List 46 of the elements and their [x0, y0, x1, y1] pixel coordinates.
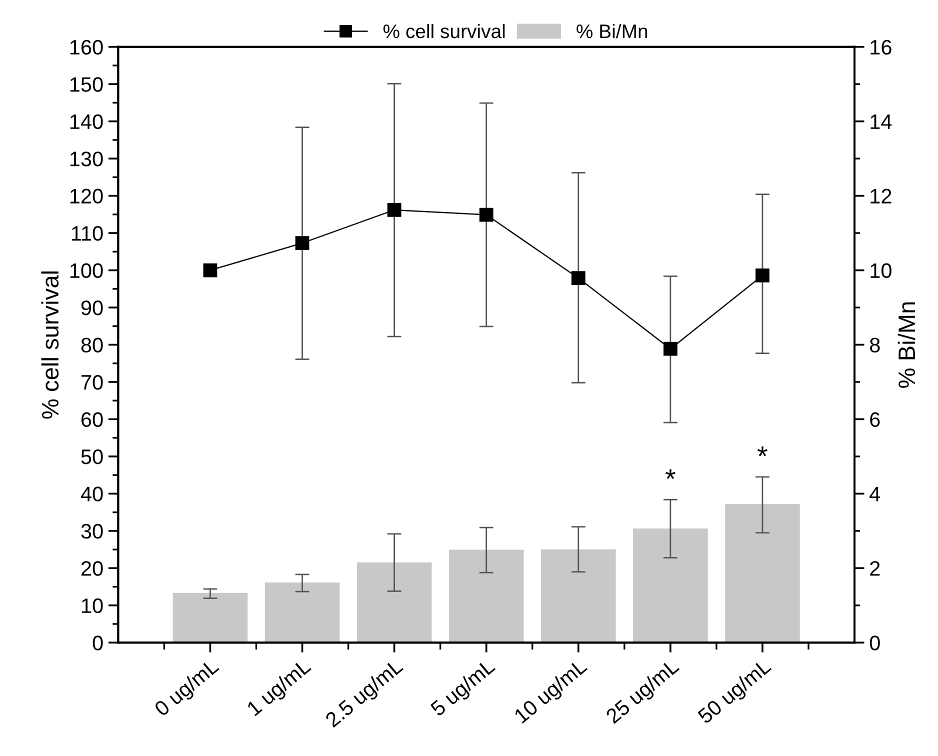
y2-tick-label: 8 — [870, 338, 880, 352]
y2-tick-label: 0 — [870, 636, 880, 650]
y2-axis-title: % Bi/Mn — [898, 302, 916, 388]
y-tick-label: 140 — [70, 114, 103, 130]
point — [571, 271, 586, 286]
y2-tick-label: 16 — [870, 40, 892, 55]
bar — [264, 582, 340, 643]
y-axis-title: % cell survival — [41, 272, 59, 419]
legend-label: % cell survival — [383, 24, 505, 38]
annotation: * — [665, 469, 676, 479]
annotation: * — [758, 446, 768, 456]
y2-tick-label: 6 — [870, 412, 880, 427]
bar — [356, 562, 432, 643]
bar — [633, 528, 708, 643]
y2-tick-label: 14 — [870, 114, 892, 129]
point — [663, 342, 678, 356]
y-tick-label: 20 — [81, 561, 103, 576]
y-tick-label: 80 — [81, 338, 103, 352]
y-tick-label: 110 — [72, 226, 103, 241]
y2-tick-label: 10 — [870, 263, 892, 278]
y-tick-label: 50 — [81, 449, 103, 464]
bar — [725, 504, 800, 643]
legend-label: % Bi/Mn — [576, 24, 648, 38]
bar — [448, 550, 524, 643]
point — [479, 208, 494, 222]
point — [387, 203, 402, 217]
y2-tick-label: 2 — [870, 561, 880, 576]
y-tick-label: 40 — [80, 486, 103, 502]
bar — [172, 592, 248, 643]
y-tick-label: 60 — [81, 412, 103, 427]
point — [756, 268, 770, 282]
y-tick-label: 100 — [70, 263, 103, 278]
y-tick-label: 120 — [70, 188, 103, 204]
bar — [541, 549, 616, 643]
y-tick-label: 160 — [70, 40, 103, 55]
y-tick-label: 0 — [92, 636, 103, 650]
y2-tick-label: 12 — [870, 188, 892, 204]
point — [203, 263, 218, 278]
y-tick-label: 130 — [70, 152, 103, 166]
y-tick-label: 150 — [70, 77, 103, 92]
y-tick-label: 70 — [82, 374, 103, 390]
y-tick-label: 90 — [81, 300, 103, 316]
y-tick-label: 10 — [82, 598, 103, 614]
point — [295, 236, 310, 250]
y-tick-label: 30 — [81, 524, 103, 539]
y2-tick-label: 4 — [870, 486, 880, 502]
